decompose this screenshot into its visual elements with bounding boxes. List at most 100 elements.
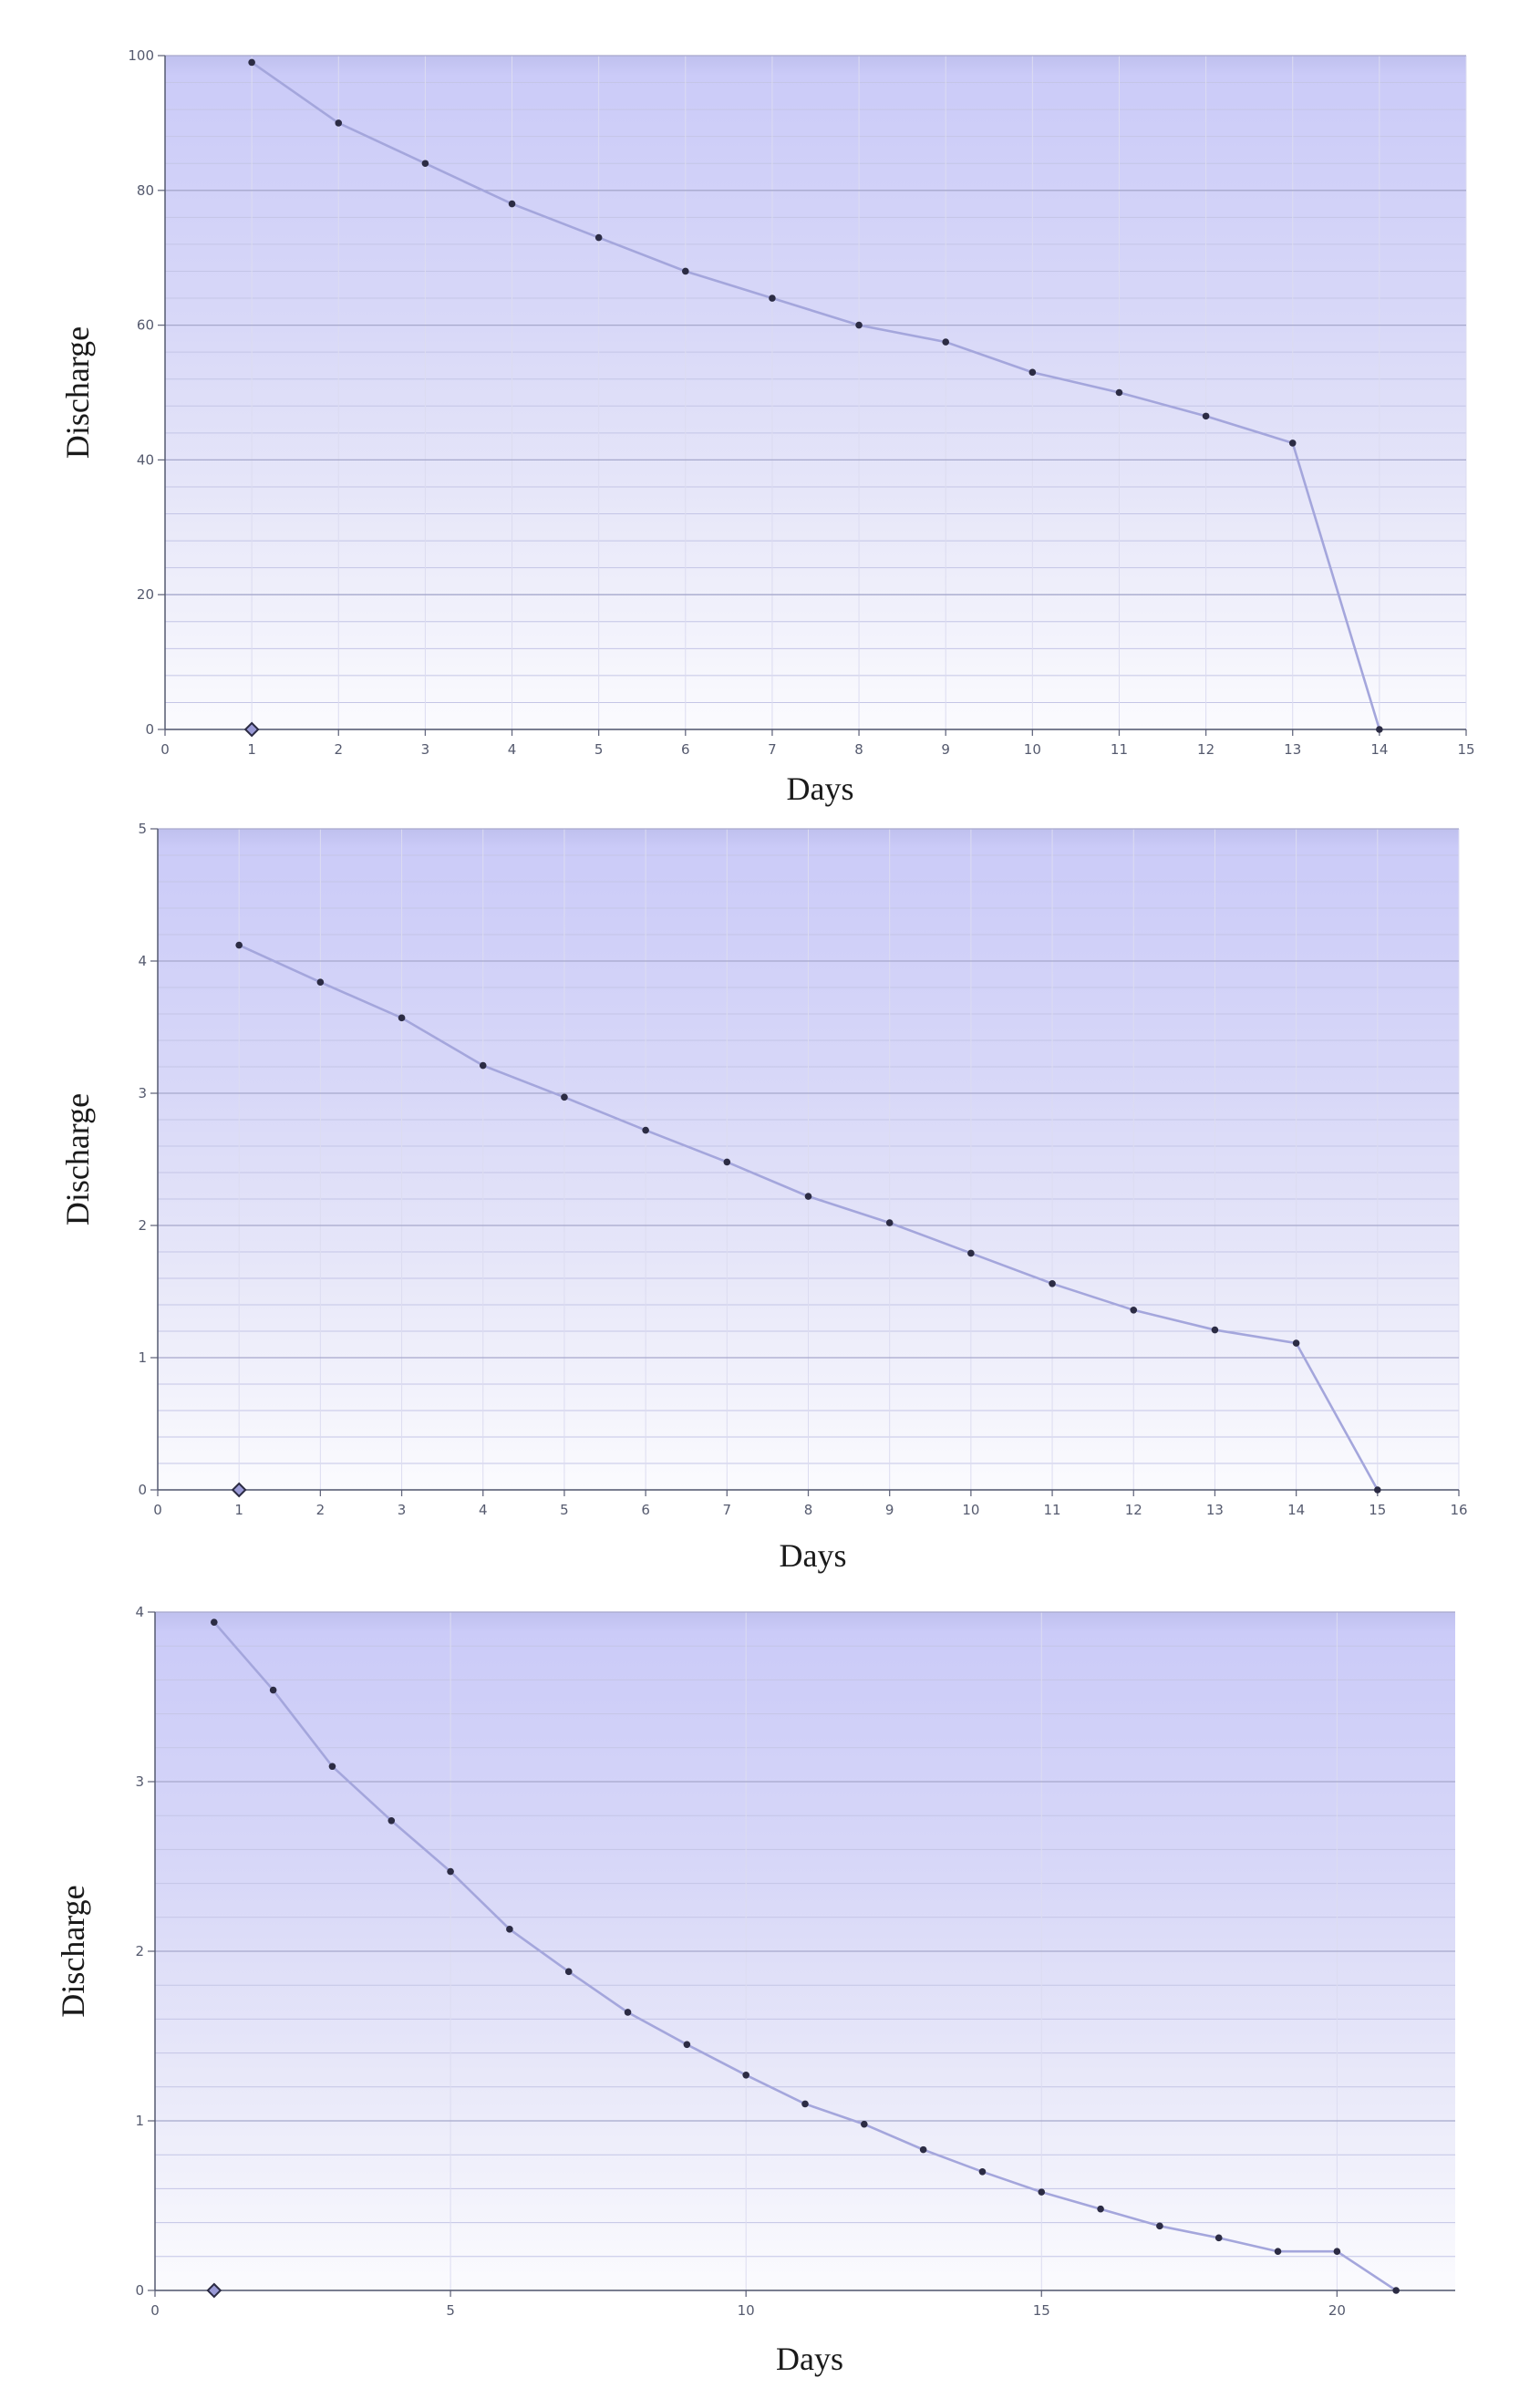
x-tick-label: 12 (1125, 1502, 1142, 1518)
x-tick-label: 0 (150, 2302, 160, 2319)
x-axis-title: Days (787, 770, 854, 807)
y-tick-label: 100 (128, 47, 154, 64)
data-point (1392, 2287, 1400, 2294)
x-axis-title: Days (776, 2341, 843, 2377)
data-point (642, 1126, 649, 1134)
data-point (1028, 368, 1037, 377)
data-point (1049, 1280, 1056, 1287)
origin-marker (206, 2282, 222, 2299)
x-tick-label: 4 (508, 741, 517, 758)
data-point (316, 978, 325, 986)
y-axis-title: Discharge (55, 1885, 91, 2017)
x-tick-label: 0 (153, 1502, 162, 1518)
data-point (269, 1686, 277, 1694)
data-point (398, 1014, 406, 1022)
data-point (919, 2145, 927, 2154)
y-axis-title: Discharge (59, 1093, 96, 1225)
x-tick-label: 9 (885, 1502, 894, 1518)
data-point (682, 267, 689, 275)
data-point (1333, 2248, 1341, 2256)
y-tick-label: 1 (135, 2113, 144, 2129)
data-point (211, 1618, 218, 1626)
data-point (328, 1763, 336, 1771)
data-point (1274, 2248, 1282, 2256)
y-tick-label: 1 (138, 1349, 147, 1366)
x-tick-label: 7 (723, 1502, 732, 1518)
y-tick-label: 5 (138, 821, 147, 837)
x-tick-label: 10 (962, 1502, 979, 1518)
data-point (388, 1816, 396, 1825)
data-point (801, 2100, 809, 2108)
data-point (804, 1193, 812, 1200)
x-tick-label: 10 (738, 2302, 755, 2319)
x-tick-label: 6 (681, 741, 690, 758)
x-tick-label: 11 (1044, 1502, 1061, 1518)
data-point (248, 58, 255, 67)
data-point (1288, 439, 1297, 447)
x-tick-label: 11 (1111, 741, 1128, 758)
x-tick-label: 7 (768, 741, 777, 758)
series-line (251, 61, 1381, 730)
y-tick-label: 0 (145, 721, 154, 738)
data-point (967, 1249, 975, 1257)
x-tick-label: 8 (854, 741, 863, 758)
data-point (1214, 2234, 1223, 2242)
x-tick-label: 4 (479, 1502, 488, 1518)
plot-background (165, 56, 1466, 729)
x-tick-label: 1 (234, 1502, 243, 1518)
y-axis-title: Discharge (59, 326, 96, 459)
y-tick-label: 20 (137, 586, 154, 603)
x-tick-label: 9 (941, 741, 950, 758)
x-tick-label: 13 (1206, 1502, 1224, 1518)
x-tick-label: 5 (560, 1502, 569, 1518)
y-tick-label: 40 (137, 451, 154, 468)
data-point (1202, 412, 1210, 420)
data-point (564, 1968, 573, 1976)
data-point (1130, 1307, 1138, 1314)
data-point (942, 338, 949, 346)
x-tick-label: 5 (446, 2302, 455, 2319)
data-point (335, 119, 343, 127)
data-point (1097, 2205, 1104, 2213)
data-point (235, 941, 243, 949)
y-tick-label: 60 (137, 317, 154, 334)
x-tick-label: 6 (641, 1502, 650, 1518)
data-point (447, 1867, 454, 1876)
y-tick-label: 3 (135, 1773, 144, 1790)
y-tick-label: 2 (138, 1217, 147, 1234)
data-point (855, 321, 863, 329)
x-tick-label: 3 (421, 741, 430, 758)
data-point (479, 1061, 487, 1070)
chart-3: 0 1 2 3 4 0 5 10 15 20 Days Discharge (55, 1604, 1455, 2377)
x-tick-label: 2 (316, 1502, 326, 1518)
data-point (561, 1093, 568, 1101)
data-point (1211, 1326, 1219, 1334)
data-point (683, 2041, 691, 2049)
data-point (1376, 726, 1383, 733)
x-tick-label: 16 (1450, 1502, 1467, 1518)
x-tick-label: 0 (160, 741, 170, 758)
data-point (742, 2071, 749, 2079)
x-tick-label: 10 (1024, 741, 1041, 758)
data-point (769, 295, 776, 302)
data-point (885, 1219, 894, 1226)
data-point (978, 2168, 987, 2176)
data-point (1374, 1486, 1381, 1494)
x-tick-label: 8 (804, 1502, 813, 1518)
data-point (508, 200, 516, 208)
y-tick-label: 80 (137, 182, 154, 199)
data-point (723, 1158, 731, 1166)
x-tick-label: 15 (1033, 2302, 1050, 2319)
x-axis-title: Days (780, 1537, 847, 1574)
data-point (1156, 2222, 1163, 2230)
data-point (421, 160, 429, 168)
x-tick-label: 13 (1284, 741, 1301, 758)
data-point (1115, 388, 1123, 397)
x-tick-label: 14 (1370, 741, 1388, 758)
x-tick-label: 12 (1197, 741, 1214, 758)
x-tick-label: 15 (1369, 1502, 1386, 1518)
y-tick-label: 0 (138, 1482, 147, 1498)
